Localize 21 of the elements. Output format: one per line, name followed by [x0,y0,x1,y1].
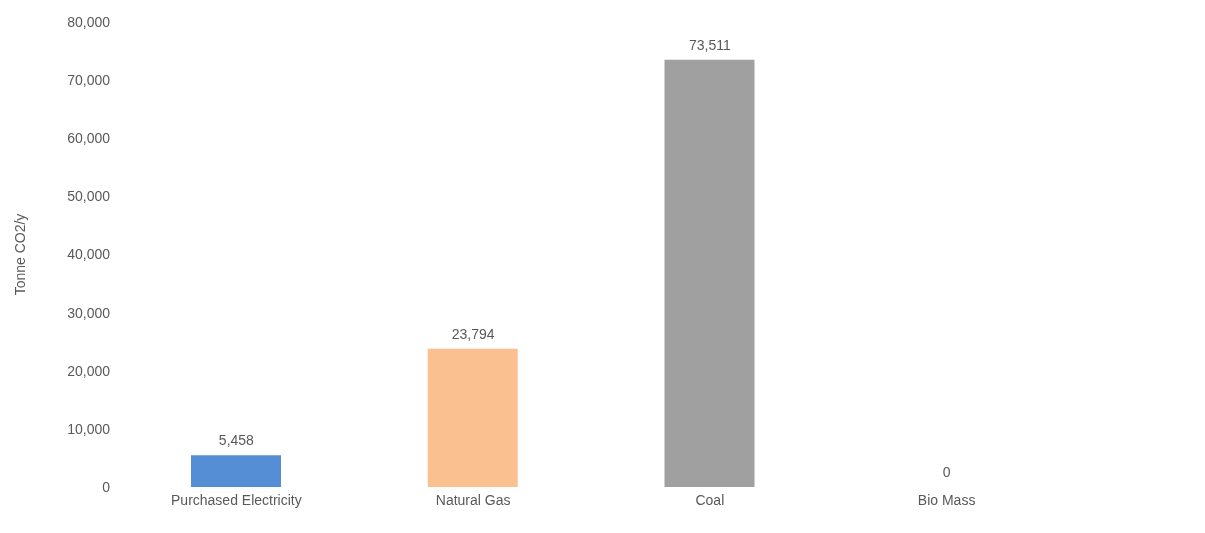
y-tick-label: 50,000 [67,188,111,205]
y-tick-label: 70,000 [67,72,111,89]
x-tick-label: Bio Mass [917,491,976,508]
y-tick-label: 0 [102,478,111,495]
data-label: 5,458 [218,432,255,449]
y-tick-label: 80,000 [67,13,111,30]
x-tick-label: Coal [695,491,725,508]
x-tick-label: Purchased Electricity [171,491,302,508]
bar [191,455,281,487]
data-label: 23,794 [451,325,495,342]
data-label: 73,511 [688,36,731,53]
y-tick-label: 10,000 [67,420,111,437]
y-tick-label: 40,000 [67,246,111,263]
y-tick-label: 20,000 [67,362,111,379]
y-tick-label: 60,000 [67,130,111,147]
bar [664,59,755,487]
bar [427,348,518,487]
x-tick-label: Natural Gas [435,491,511,508]
data-label: 0 [942,464,951,480]
y-tick-label: 30,000 [67,304,111,321]
y-axis-title: Tonne CO2/y [11,213,28,296]
